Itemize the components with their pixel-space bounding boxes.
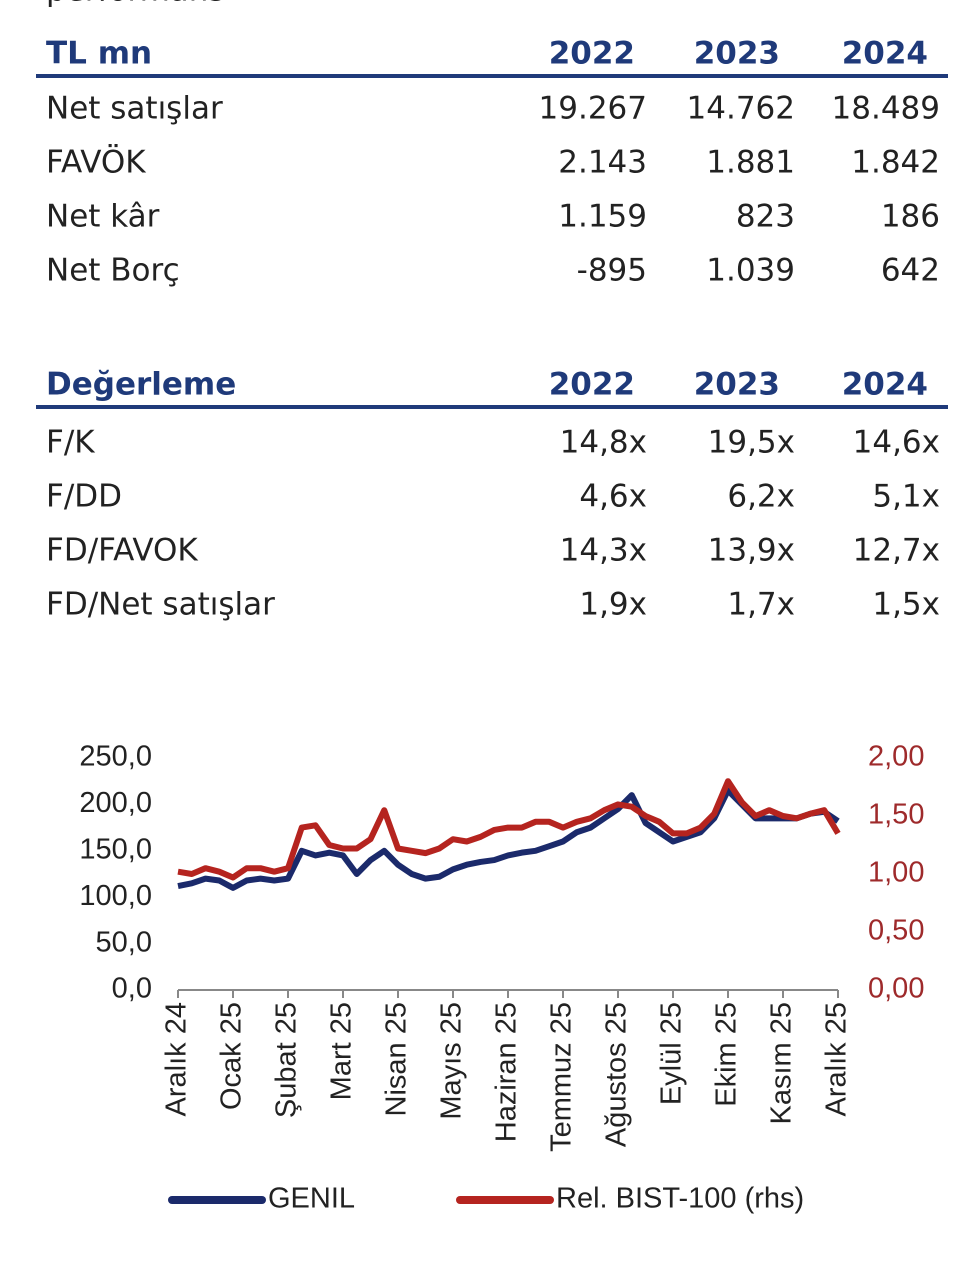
x-tick-label: Aralık 25 — [821, 1002, 853, 1116]
cell: 1.881 — [706, 145, 795, 181]
column-header: 2024 — [842, 36, 928, 72]
column-header: 2023 — [694, 36, 780, 72]
cell: 19,5x — [708, 425, 795, 461]
legend-label: GENIL — [268, 1183, 355, 1215]
cell: 823 — [736, 199, 795, 235]
cell: 6,2x — [727, 479, 795, 515]
cell: 14,6x — [853, 425, 940, 461]
x-tick-label: Temmuz 25 — [546, 1002, 578, 1152]
cell: 1.039 — [706, 253, 795, 289]
column-header: 2022 — [549, 36, 635, 72]
legend-label: Rel. BIST-100 (rhs) — [556, 1183, 804, 1215]
y-tick-label: 0,0 — [112, 973, 152, 1005]
cell: 1,5x — [872, 587, 940, 623]
cell: 13,9x — [708, 533, 795, 569]
x-tick-label: Nisan 25 — [381, 1002, 413, 1116]
y2-tick-label: 0,50 — [868, 915, 924, 947]
cell: 1.159 — [558, 199, 647, 235]
x-tick-label: Mart 25 — [326, 1002, 358, 1100]
column-header: 2023 — [694, 367, 780, 403]
x-tick-label: Aralık 24 — [161, 1002, 193, 1116]
cell: Net satışlar — [46, 91, 223, 127]
cell: 14,8x — [560, 425, 647, 461]
y2-tick-label: 2,00 — [868, 741, 924, 773]
cell: 186 — [881, 199, 940, 235]
y-tick-label: 150,0 — [79, 833, 152, 865]
cell: 4,6x — [579, 479, 647, 515]
x-tick-label: Ocak 25 — [216, 1002, 248, 1110]
series-line — [177, 778, 841, 881]
cell: -895 — [577, 253, 647, 289]
y2-tick-label: 1,50 — [868, 799, 924, 831]
cell: Net kâr — [46, 199, 160, 235]
cell: 18.489 — [832, 91, 940, 127]
x-tick-label: Ağustos 25 — [601, 1002, 633, 1147]
column-header: TL mn — [46, 36, 152, 72]
cell: 5,1x — [872, 479, 940, 515]
cell: F/K — [46, 425, 95, 461]
x-tick-label: Ekim 25 — [711, 1002, 743, 1107]
y-tick-label: 250,0 — [79, 741, 152, 773]
cell: 14,3x — [560, 533, 647, 569]
x-tick-label: Kasım 25 — [766, 1002, 798, 1125]
cell: 1.842 — [851, 145, 940, 181]
x-tick-label: Şubat 25 — [271, 1002, 303, 1118]
y-tick-label: 50,0 — [96, 926, 152, 958]
cell: 1,7x — [727, 587, 795, 623]
column-header: Değerleme — [46, 367, 236, 403]
series-line — [177, 787, 840, 891]
cell: 14.762 — [687, 91, 795, 127]
x-tick-label: Mayıs 25 — [436, 1002, 468, 1120]
y2-tick-label: 1,00 — [868, 857, 924, 889]
column-header: 2024 — [842, 367, 928, 403]
y-tick-label: 100,0 — [79, 880, 152, 912]
cell: Net Borç — [46, 253, 180, 289]
cell: 12,7x — [853, 533, 940, 569]
cell: 2.143 — [558, 145, 647, 181]
cell: FAVÖK — [46, 144, 146, 181]
cell: FD/Net satışlar — [46, 587, 275, 623]
y2-tick-label: 0,00 — [868, 973, 924, 1005]
cell: 642 — [881, 253, 940, 289]
x-tick-label: Haziran 25 — [491, 1002, 523, 1142]
x-tick-label: Eylül 25 — [656, 1002, 688, 1105]
cell: F/DD — [46, 479, 122, 515]
y-tick-label: 200,0 — [79, 787, 152, 819]
cell: 19.267 — [539, 91, 647, 127]
cell: 1,9x — [579, 587, 647, 623]
cell: FD/FAVOK — [46, 533, 198, 569]
section-title: performans — [46, 0, 225, 9]
column-header: 2022 — [549, 367, 635, 403]
